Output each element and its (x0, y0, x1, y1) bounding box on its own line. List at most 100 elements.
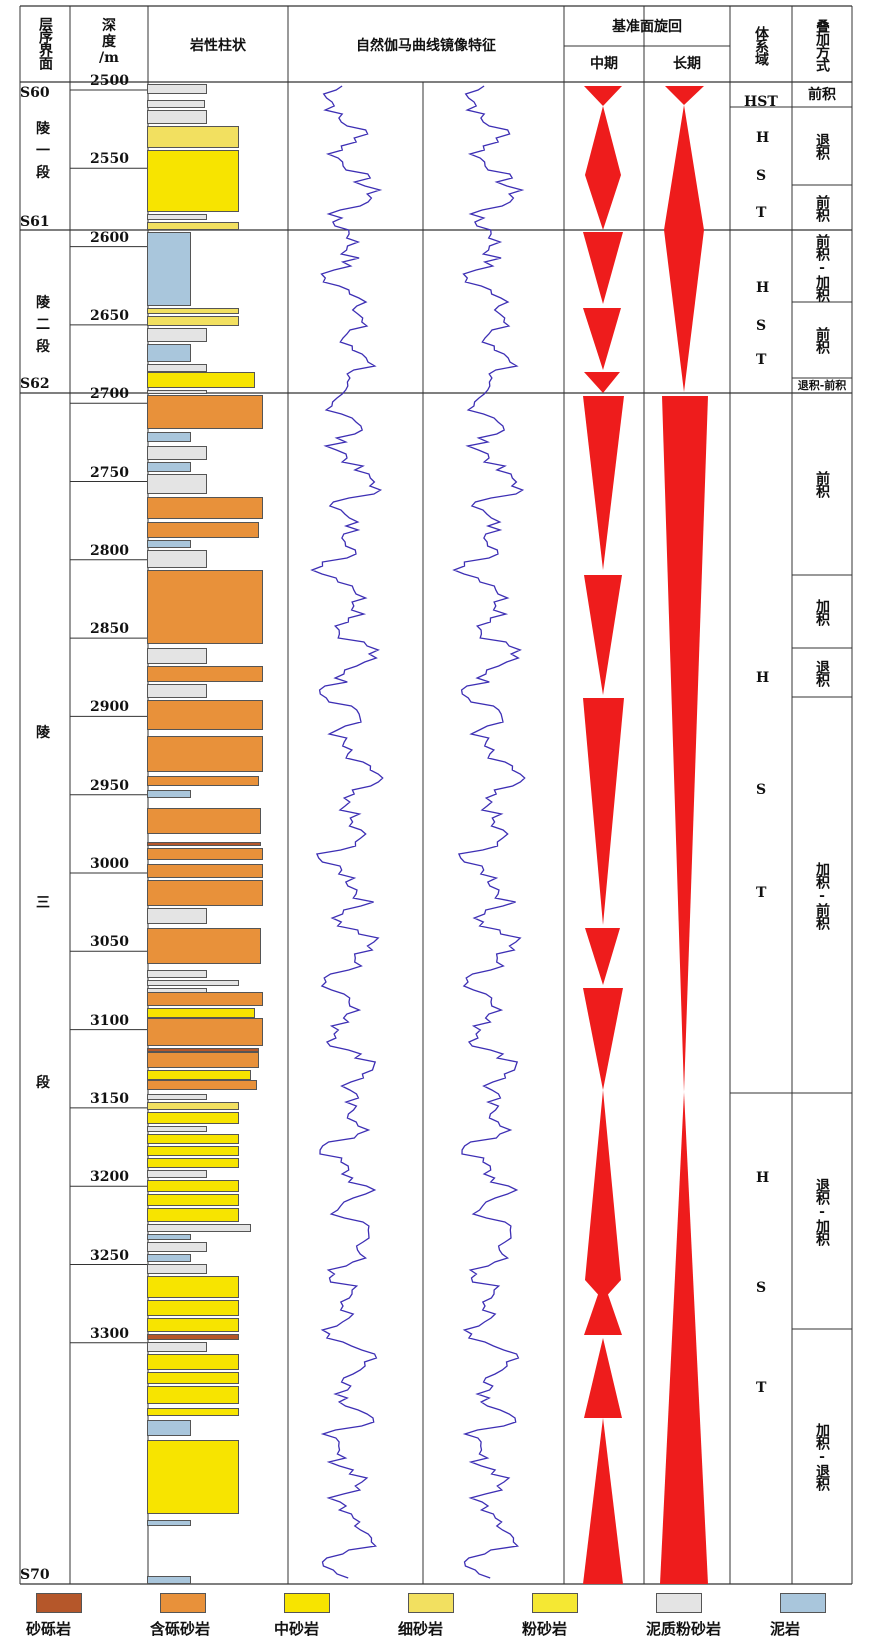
lithology-bed (147, 1342, 207, 1352)
header-cycle-long: 长期 (673, 56, 701, 72)
lithology-bed (147, 1112, 239, 1124)
lithology-bed (147, 842, 261, 846)
stacking-pattern: 退积-前积 (797, 378, 847, 392)
lithology-bed (147, 390, 207, 394)
lithology-bed (147, 100, 205, 108)
depth-label: 3000 (90, 856, 129, 872)
mid-cycle-fall (584, 575, 622, 695)
member-char: 段 (36, 339, 50, 355)
stacking-pattern: 退积 (814, 659, 830, 686)
member-char: 三 (36, 895, 50, 911)
long-cycle-rise (660, 1092, 708, 1584)
mid-cycle-rise (585, 106, 603, 230)
lithology-bed (147, 364, 207, 372)
depth-label: 3200 (90, 1169, 129, 1186)
lithology-bed (147, 776, 259, 786)
member-char: 一 (36, 143, 50, 159)
legend-swatch (36, 1593, 82, 1613)
legend-label: 细砂岩 (398, 1620, 444, 1638)
legend-swatch (408, 1593, 454, 1613)
lithology-bed (147, 928, 261, 964)
legend-swatch (532, 1593, 578, 1613)
lithology-bed (147, 1334, 239, 1340)
legend-label: 泥岩 (770, 1620, 801, 1638)
boundary-s62: S62 (20, 376, 50, 392)
header-sequence: 层序界面 (37, 17, 53, 69)
stacking-pattern: 加积 (814, 598, 830, 625)
lithology-bed (147, 84, 207, 94)
mid-cycle-fall (583, 698, 624, 925)
lithology-bed (147, 808, 261, 834)
member-char: 陵 (36, 295, 50, 311)
lithology-bed (147, 1408, 239, 1416)
lithology-bed (147, 222, 239, 230)
legend-swatch (284, 1593, 330, 1613)
header-depth-2: 度 (102, 34, 116, 50)
depth-label: 3100 (90, 1012, 129, 1029)
depth-label: 2550 (90, 151, 129, 168)
mid-cycle-rise (585, 1090, 621, 1280)
depth-label: 3050 (90, 934, 129, 951)
gamma-curve-right (452, 85, 526, 1579)
legend-swatch (780, 1593, 826, 1613)
lithology-bed (147, 344, 191, 362)
stacking-pattern: 前积 (814, 327, 830, 353)
lithology-bed (147, 432, 191, 442)
lithology-bed (147, 372, 255, 388)
legend-swatch (160, 1593, 206, 1613)
lithology-bed (147, 1386, 239, 1404)
boundary-s61: S61 (20, 214, 50, 230)
stacking-pattern: 加积-退积 (814, 1423, 830, 1490)
lithology-bed (147, 126, 239, 148)
lithology-bed (147, 1254, 191, 1262)
member-char: 二 (36, 317, 50, 333)
lithology-bed (147, 1576, 191, 1584)
lithology-bed (147, 684, 207, 698)
lithology-bed (147, 110, 207, 124)
lithology-bed (147, 848, 263, 860)
header-cycle: 基准面旋回 (612, 19, 682, 35)
lithology-bed (147, 214, 207, 220)
mid-cycle-fall (585, 928, 620, 985)
legend-label: 中砂岩 (274, 1620, 320, 1638)
header-cycle-mid: 中期 (590, 56, 618, 72)
stacking-pattern: 退积-加积 (814, 1177, 830, 1245)
mid-cycle-fall (583, 308, 621, 370)
lithology-bed (147, 1018, 263, 1046)
system-tract-char: H (756, 670, 770, 686)
depth-label: 2700 (90, 386, 129, 403)
lithology-bed (147, 550, 207, 568)
lithology-bed (147, 446, 207, 460)
system-tract-char: T (756, 1380, 767, 1396)
lithology-bed (147, 666, 263, 682)
lithology-bed (147, 232, 191, 306)
depth-label: 2750 (90, 464, 129, 481)
stacking-pattern: 前积 (808, 86, 836, 103)
system-tract-char: S (756, 168, 767, 184)
system-tract-char: S (756, 1280, 767, 1296)
lithology-bed (147, 1102, 239, 1110)
lithology-bed (147, 1372, 239, 1384)
depth-label: 2850 (90, 621, 129, 638)
lithology-bed (147, 1094, 207, 1100)
lithology-bed (147, 1234, 191, 1240)
lithology-bed (147, 462, 191, 472)
lithology-bed (147, 980, 239, 986)
system-tract-char: HST (744, 94, 778, 110)
lithology-bed (147, 1440, 239, 1514)
lithology-bed (147, 1264, 207, 1274)
stacking-pattern: 加积-前积 (814, 861, 830, 929)
lithology-bed (147, 308, 239, 314)
lithology-bed (147, 540, 191, 548)
lithology-bed (147, 1134, 239, 1144)
mid-cycle-rise (584, 1280, 622, 1335)
system-tract-char: T (756, 885, 767, 901)
stacking-pattern: 前积 (814, 471, 830, 497)
lithology-bed (147, 316, 239, 326)
lithology-bed (147, 880, 263, 906)
header-lithology: 岩性柱状 (190, 38, 246, 54)
depth-label: 2800 (90, 542, 129, 559)
mid-cycle-fall (584, 372, 620, 393)
stacking-pattern: 前积 (814, 194, 830, 221)
lithology-bed (147, 1224, 251, 1232)
